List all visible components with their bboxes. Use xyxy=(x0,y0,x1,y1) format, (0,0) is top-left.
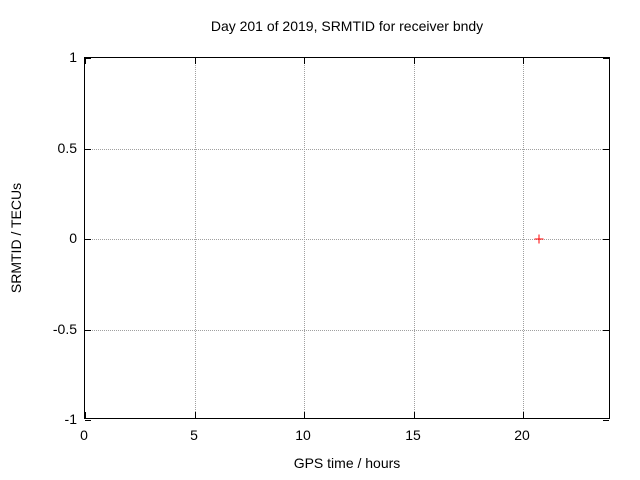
y-tick-label: 1 xyxy=(69,49,77,65)
tick-mark-left xyxy=(85,420,91,421)
tick-mark-bottom xyxy=(414,412,415,418)
plot-area xyxy=(84,57,610,421)
tick-mark-bottom xyxy=(85,412,86,418)
gridline-horizontal xyxy=(85,149,609,150)
marker-vertical-bar xyxy=(538,234,540,244)
data-point-marker xyxy=(534,234,544,244)
tick-mark-left xyxy=(85,330,91,331)
x-tick-label: 20 xyxy=(514,427,530,443)
tick-mark-right xyxy=(603,149,609,150)
tick-mark-right xyxy=(603,58,609,59)
gridline-vertical xyxy=(414,58,415,418)
tick-mark-top xyxy=(85,58,86,64)
tick-mark-right xyxy=(603,420,609,421)
tick-mark-right xyxy=(603,330,609,331)
tick-mark-left xyxy=(85,149,91,150)
tick-mark-top xyxy=(304,58,305,64)
x-tick-label: 10 xyxy=(295,427,311,443)
y-tick-label: 0.5 xyxy=(57,140,77,156)
tick-mark-bottom xyxy=(523,412,524,418)
tick-mark-left xyxy=(85,58,91,59)
gridline-horizontal xyxy=(85,330,609,331)
tick-mark-left xyxy=(85,239,91,240)
gridline-vertical xyxy=(195,58,196,418)
gridline-vertical xyxy=(304,58,305,418)
gridline-horizontal xyxy=(85,239,609,240)
tick-mark-bottom xyxy=(195,412,196,418)
y-tick-label: -0.5 xyxy=(52,321,77,337)
tick-mark-top xyxy=(195,58,196,64)
tick-mark-top xyxy=(414,58,415,64)
x-tick-label: 15 xyxy=(405,427,421,443)
tick-mark-bottom xyxy=(304,412,305,418)
x-tick-label: 5 xyxy=(190,427,198,443)
y-tick-label: 0 xyxy=(69,230,77,246)
x-tick-label: 0 xyxy=(80,427,88,443)
tick-mark-top xyxy=(523,58,524,64)
chart-title: Day 201 of 2019, SRMTID for receiver bnd… xyxy=(210,18,484,34)
y-tick-label: -1 xyxy=(64,411,77,427)
gridline-vertical xyxy=(523,58,524,418)
x-axis-label: GPS time / hours xyxy=(293,455,401,471)
tick-mark-right xyxy=(603,239,609,240)
